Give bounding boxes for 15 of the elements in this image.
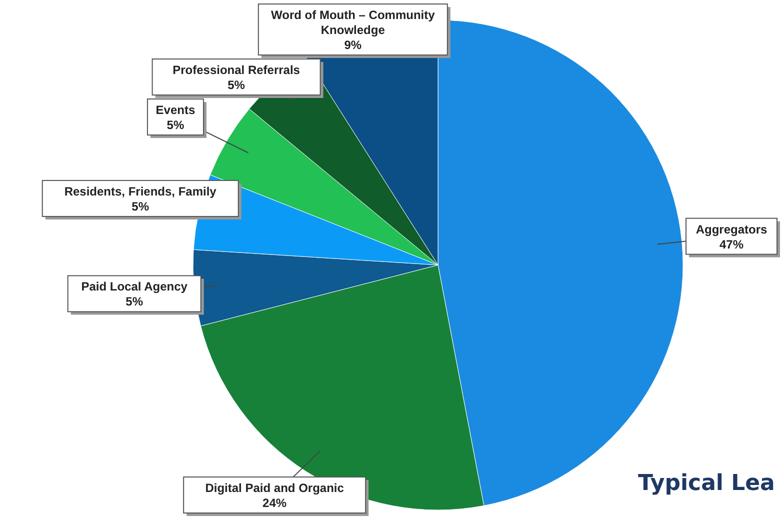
slice-label: Word of Mouth – Community Knowledge — [271, 8, 436, 37]
data-label: 5% — [166, 118, 184, 132]
slice-label: Events — [156, 103, 196, 117]
slice-label: Digital Paid and Organic — [205, 481, 344, 495]
slice-label: Residents, Friends, Family — [64, 184, 217, 198]
data-label: 5% — [228, 78, 246, 92]
data-label: 9% — [344, 38, 362, 52]
text: Typical Lea — [638, 471, 775, 496]
data-label: 24% — [262, 496, 287, 510]
data-label: 5% — [126, 294, 144, 309]
data-label: 5% — [132, 199, 150, 214]
slice-label: Aggregators — [696, 222, 768, 236]
slice-label: Paid Local Agency — [81, 280, 188, 294]
data-label: 47% — [719, 237, 744, 252]
slice-label: Professional Referrals — [172, 63, 300, 77]
